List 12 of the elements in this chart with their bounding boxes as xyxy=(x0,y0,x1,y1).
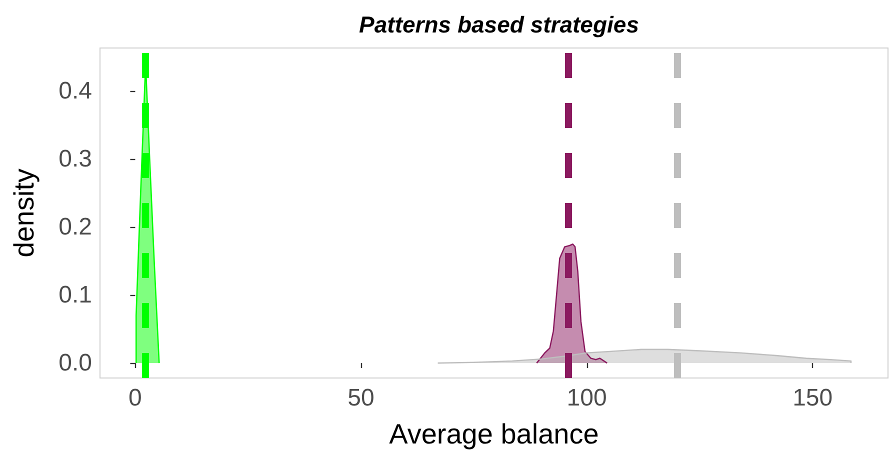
y-axis-title: density xyxy=(8,168,40,258)
y-tick-label: 0.2 xyxy=(58,214,92,241)
y-tick-label: 0.1 xyxy=(58,282,92,309)
x-tick-label: 100 xyxy=(566,384,607,412)
x-tick-label: 50 xyxy=(348,384,374,412)
y-tick-label: 0.0 xyxy=(58,350,92,377)
x-axis-title: Average balance xyxy=(389,418,599,450)
x-tick-label: 0 xyxy=(128,384,142,412)
x-tick-label: 150 xyxy=(792,384,833,412)
chart-title: Patterns based strategies xyxy=(359,12,639,38)
y-tick-label: 0.4 xyxy=(58,78,92,105)
y-tick-label: 0.3 xyxy=(58,146,92,173)
